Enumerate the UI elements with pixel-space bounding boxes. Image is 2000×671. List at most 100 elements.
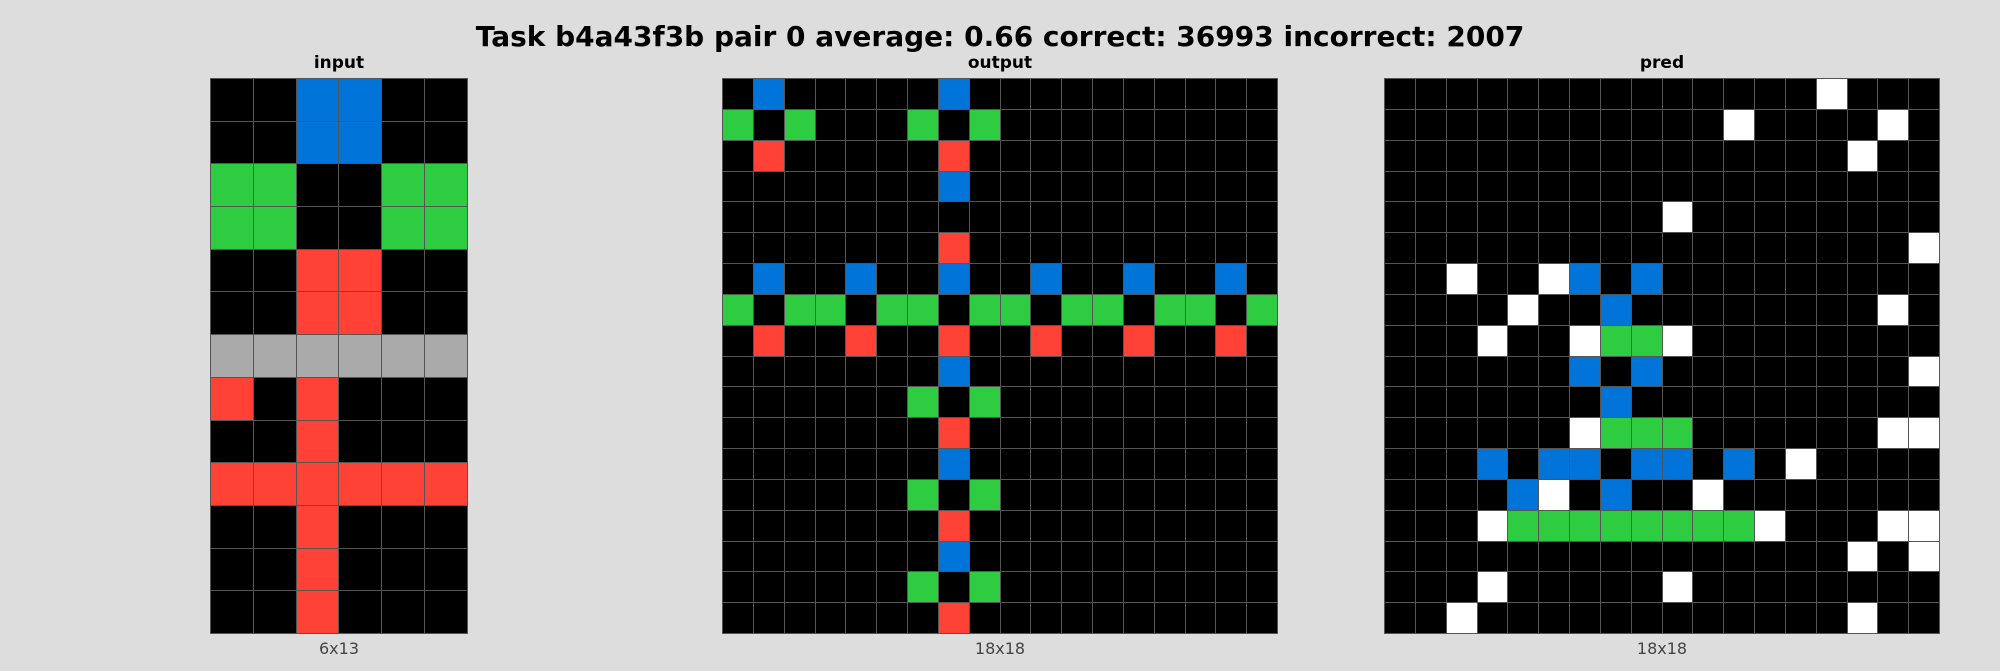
grid-cell [1724,140,1754,171]
grid-cell [1415,294,1446,325]
grid-cell [1539,294,1569,325]
grid-cell [1662,140,1693,171]
grid-cell [1662,541,1693,572]
grid-cell [211,591,253,633]
grid-cell [1000,140,1031,171]
grid-cell [1847,449,1878,479]
grid-cell [1662,264,1693,294]
grid-cell [1785,202,1816,233]
grid-cell [1123,418,1154,448]
grid-cell [296,377,339,420]
grid-cell [1878,233,1909,263]
grid-cell [908,79,938,109]
grid-cell [1631,572,1662,603]
grid-cell [1878,79,1909,109]
grid-cell [1539,479,1569,510]
grid-cell [753,79,784,109]
grid-cell [1847,356,1878,387]
grid-cell [784,202,815,233]
grid-cell [908,603,938,633]
grid-cell [1878,140,1909,171]
grid-cell [1216,109,1247,140]
grid-cell [1093,233,1123,263]
grid-cell [815,449,846,479]
grid-cell [1600,418,1631,448]
grid-cell [1385,387,1415,418]
grid-cell [1539,418,1569,448]
grid-cell [1185,294,1216,325]
grid-cell [1415,171,1446,202]
input-panel-title: input [313,53,365,73]
grid-cell [1693,356,1724,387]
grid-cell [211,335,253,377]
grid-cell [1477,79,1508,109]
grid-cell [1693,294,1724,325]
grid-cell [1385,449,1415,479]
grid-cell [1247,510,1277,541]
grid-cell [1508,356,1539,387]
grid-cell [1415,79,1446,109]
grid-cell [1000,510,1031,541]
grid-cell [723,264,753,294]
grid-cell [1093,171,1123,202]
grid-cell [1385,202,1415,233]
grid-cell [1185,325,1216,356]
grid-cell [1415,510,1446,541]
grid-cell [938,449,969,479]
grid-cell [1031,449,1062,479]
grid-cell [908,325,938,356]
grid-cell [815,233,846,263]
grid-cell [753,510,784,541]
grid-cell [253,377,296,420]
grid-cell [1062,510,1092,541]
grid-cell [938,479,969,510]
grid-cell [938,510,969,541]
grid-cell [1000,294,1031,325]
grid-cell [1446,325,1477,356]
grid-cell [908,294,938,325]
grid-cell [1724,264,1754,294]
grid-cell [1508,171,1539,202]
grid-cell [877,294,907,325]
grid-cell [1785,264,1816,294]
grid-cell [1755,479,1785,510]
grid-cell [1539,79,1569,109]
grid-cell [1909,449,1939,479]
grid-cell [1093,449,1123,479]
grid-cell [1631,325,1662,356]
grid-cell [1123,356,1154,387]
grid-cell [784,449,815,479]
grid-cell [1031,510,1062,541]
grid-cell [1816,356,1847,387]
grid-cell [938,541,969,572]
grid-cell [1662,387,1693,418]
grid-cell [1385,233,1415,263]
grid-cell [253,164,296,207]
grid-cell [1446,264,1477,294]
grid-cell [1600,479,1631,510]
grid-cell [1247,479,1277,510]
grid-cell [1570,572,1600,603]
grid-cell [723,541,753,572]
grid-cell [1755,171,1785,202]
grid-cell [1508,541,1539,572]
grid-cell [1000,449,1031,479]
grid-cell [969,233,1000,263]
grid-cell [938,264,969,294]
grid-cell [753,171,784,202]
grid-cell [1062,572,1092,603]
grid-cell [1847,479,1878,510]
grid-cell [784,233,815,263]
grid-cell [1154,479,1185,510]
grid-cell [296,505,339,548]
grid-cell [1539,449,1569,479]
grid-cell [211,164,253,207]
grid-cell [723,109,753,140]
grid-cell [1446,356,1477,387]
grid-cell [1216,603,1247,633]
grid-cell [1508,109,1539,140]
grid-cell [1693,202,1724,233]
grid-cell [846,109,877,140]
grid-cell [1570,356,1600,387]
grid-cell [1185,418,1216,448]
